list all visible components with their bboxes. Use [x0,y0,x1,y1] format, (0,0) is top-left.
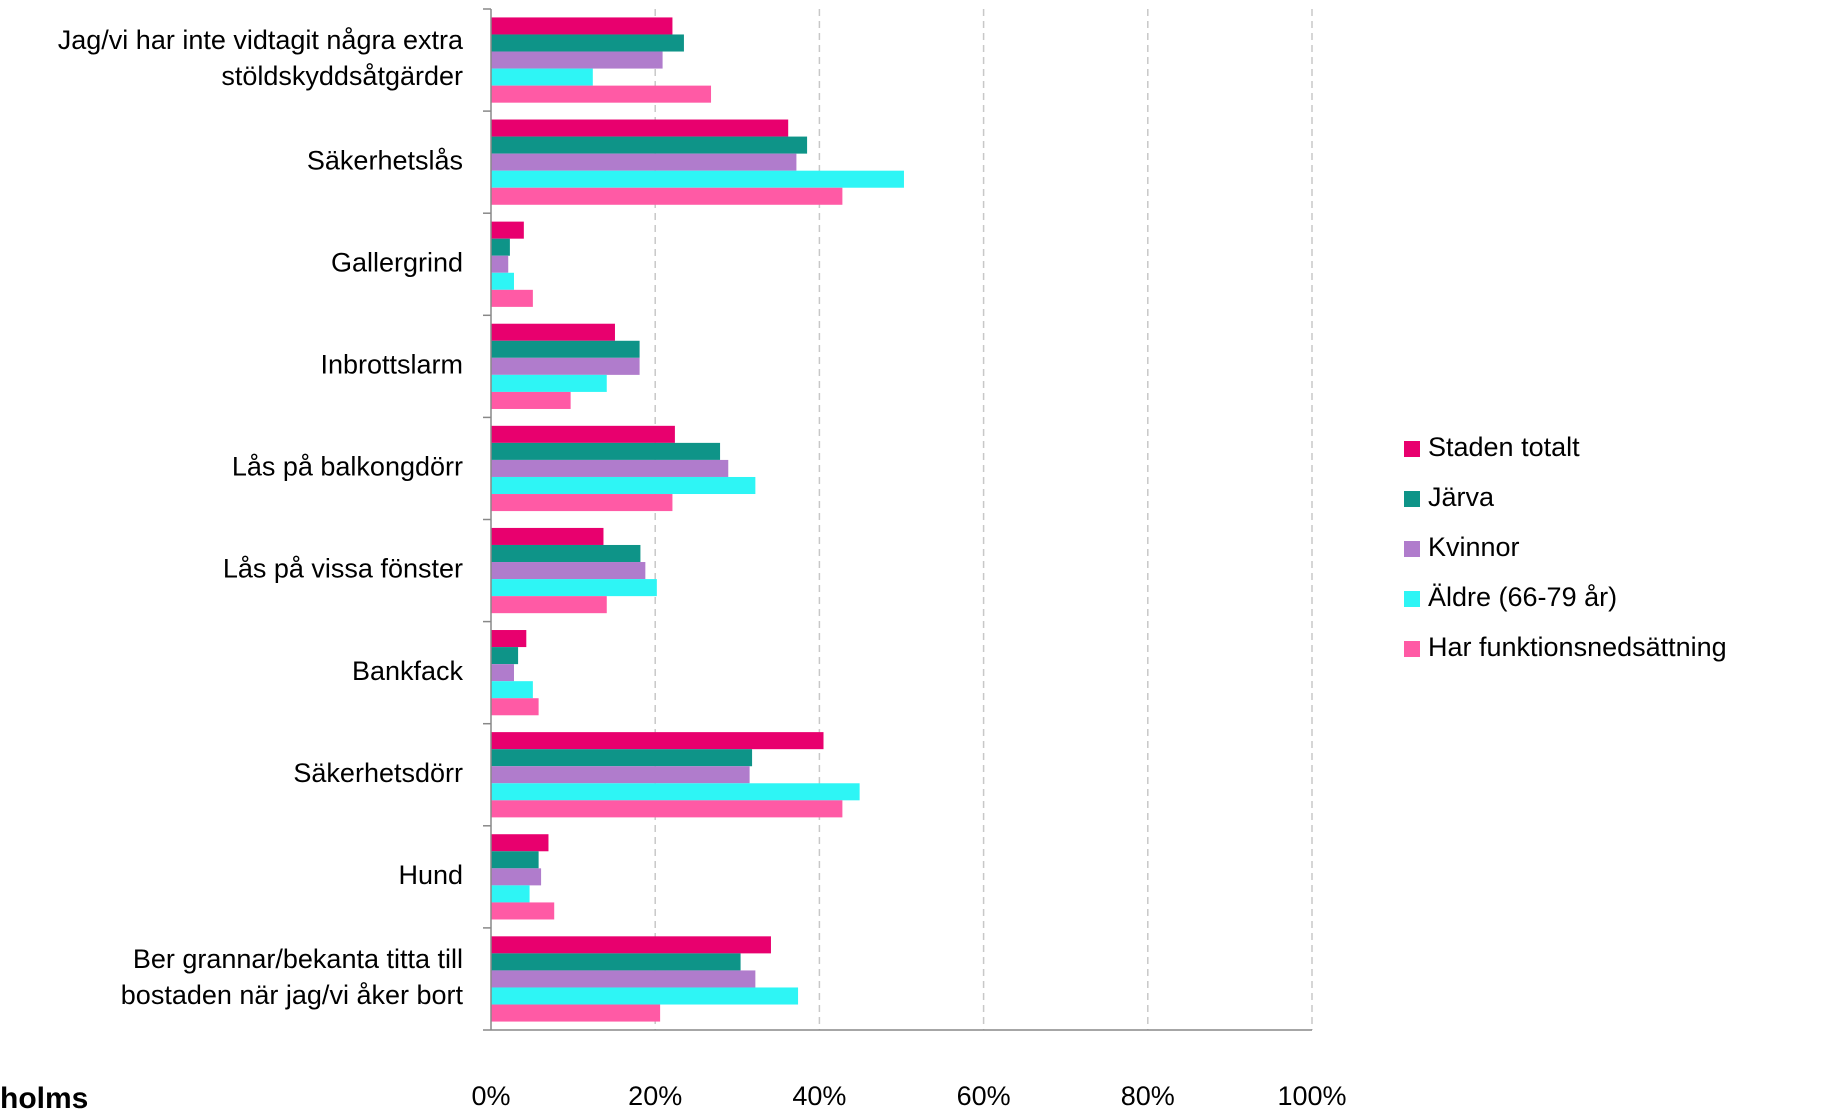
bar [491,272,514,290]
bar [491,68,593,86]
y-tick-label: Jag/vi har inte vidtagit några extra stöl… [58,25,464,91]
y-tick-label: Säkerhetslås [307,145,463,175]
x-tick-label: 40% [792,1081,846,1111]
bar [491,562,646,580]
bar [491,902,555,920]
y-tick-label: Inbrottslarm [320,349,463,379]
bar [491,374,607,392]
bar [491,136,808,154]
bar [491,664,514,682]
bar [491,187,843,205]
bar [491,885,530,903]
bar [491,749,753,767]
y-tick-label: Ber grannar/bekanta titta till bostaden n… [121,944,464,1010]
x-tick-label: 60% [957,1081,1011,1111]
bar [491,579,657,597]
bar [491,323,615,341]
bar [491,357,640,375]
bar [491,425,675,443]
bar [491,153,797,171]
bar [491,170,904,188]
legend-swatch [1404,641,1420,657]
bar [491,868,542,886]
x-tick-label: 100% [1277,1081,1346,1111]
bar [491,834,549,852]
bar [491,51,663,69]
bar [491,119,789,137]
bar [491,34,684,52]
y-tick-label: Lås på balkongdörr [232,452,463,482]
bar [491,494,673,512]
legend-swatch [1404,541,1420,557]
bar [491,936,771,954]
bar [491,442,721,460]
legend-label: Äldre (66-79 år) [1428,582,1617,612]
y-tick-label: Säkerhetsdörr [293,758,463,788]
x-tick-label: 80% [1121,1081,1175,1111]
bar [491,630,527,648]
legend-label: Kvinnor [1428,532,1520,562]
y-tick-label: Bankfack [352,656,464,686]
y-tick-label: Gallergrind [331,247,463,277]
bar [491,800,843,818]
x-tick-label: 0% [471,1081,510,1111]
bar [491,391,571,409]
logo-text: holms [0,1082,88,1115]
bar [491,698,539,716]
legend-swatch [1404,591,1420,607]
legend-swatch [1404,441,1420,457]
bar [491,85,712,103]
bar [491,340,640,358]
bar [491,476,756,495]
bar [491,732,824,750]
bar [491,238,510,256]
bar [491,851,539,869]
bar [491,544,641,563]
legend-label: Har funktionsnedsättning [1428,632,1727,662]
bar [491,221,524,239]
y-tick-label: Lås på vissa fönster [223,554,463,584]
bar [491,783,860,801]
y-tick-label: Hund [398,860,463,890]
bar [491,255,509,273]
bar [491,17,673,35]
x-tick-label: 20% [628,1081,682,1111]
bar [491,459,729,477]
legend-label: Järva [1428,482,1495,512]
legend-swatch [1404,491,1420,507]
legend-label: Staden totalt [1428,432,1580,462]
bar [491,289,533,307]
bar [491,987,799,1005]
bar [491,647,519,665]
bar [491,1004,661,1022]
bar [491,596,607,614]
bar [491,970,756,988]
bar [491,766,750,784]
bar [491,953,741,971]
bar [491,681,533,699]
bar [491,527,604,545]
